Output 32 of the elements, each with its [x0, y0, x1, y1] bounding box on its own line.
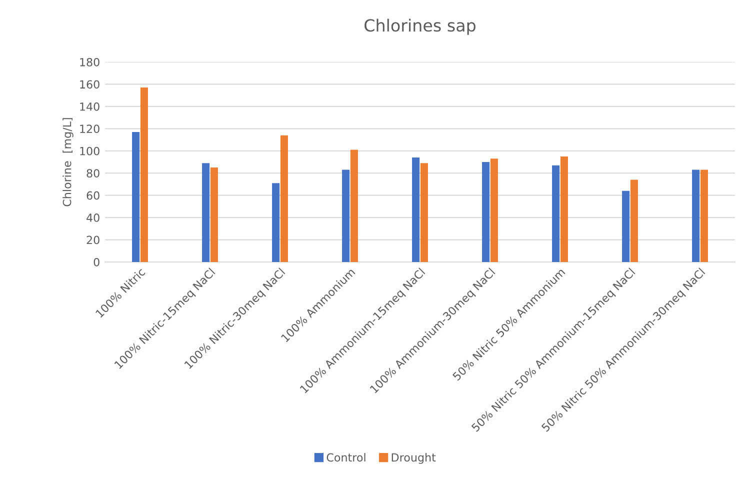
bar — [202, 163, 210, 262]
bar — [420, 163, 428, 262]
bar — [140, 88, 148, 262]
legend-label: Control — [326, 453, 366, 462]
y-axis-title: Chlorine [mg/L] — [62, 118, 74, 206]
y-tick-label: 80 — [86, 169, 100, 178]
y-tick-label: 120 — [80, 124, 100, 134]
bar — [560, 156, 568, 262]
bar — [342, 170, 350, 262]
bar — [630, 180, 638, 262]
bar — [132, 132, 140, 262]
y-tick-label: 100 — [80, 146, 100, 156]
y-tick-label: 40 — [86, 214, 100, 222]
bar — [280, 135, 288, 262]
bar — [700, 170, 708, 262]
y-tick-label: 180 — [80, 58, 100, 66]
y-tick-label: 160 — [80, 80, 100, 89]
y-tick-label: 60 — [86, 191, 100, 200]
bar — [552, 165, 560, 262]
y-tick-label: 140 — [80, 102, 100, 111]
bar — [490, 158, 498, 262]
chart-title: Chlorines sap — [364, 18, 476, 35]
bar — [272, 183, 280, 262]
bar — [350, 150, 358, 262]
legend-label: Drought — [392, 453, 436, 464]
bar — [692, 170, 700, 262]
y-tick-label: 20 — [86, 236, 100, 244]
bar — [210, 168, 218, 262]
bar — [622, 190, 630, 262]
y-tick-label: 0 — [94, 258, 100, 266]
bar — [412, 158, 420, 262]
bar — [482, 162, 490, 262]
